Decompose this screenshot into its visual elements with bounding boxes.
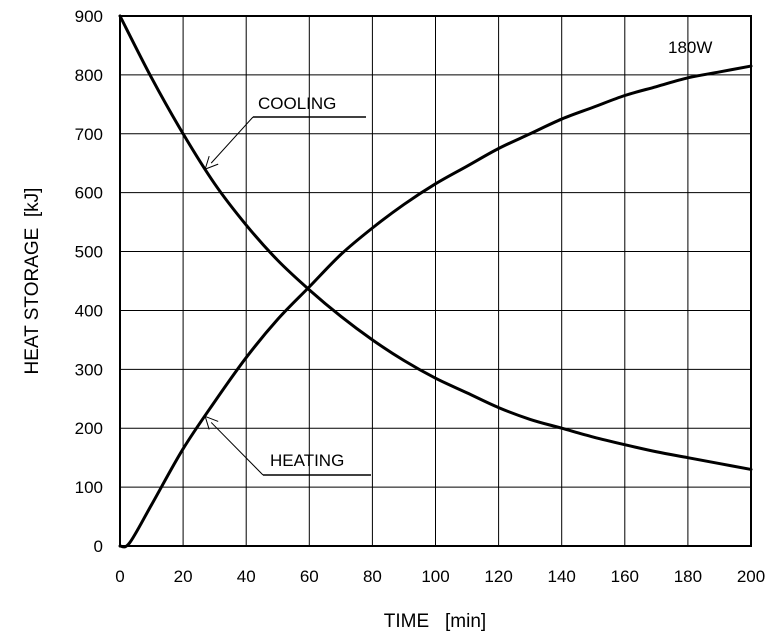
- annotation-cooling-arrowhead: [204, 155, 219, 170]
- x-tick-label: 20: [174, 567, 193, 586]
- y-tick-label: 400: [75, 301, 103, 320]
- y-tick-label: 100: [75, 478, 103, 497]
- y-tick-label: 500: [75, 243, 103, 262]
- x-tick-label: 200: [737, 567, 765, 586]
- y-tick-label: 0: [94, 537, 103, 556]
- series-layer: [118, 14, 753, 549]
- y-tick-label: 700: [75, 125, 103, 144]
- x-tick-label: 140: [548, 567, 576, 586]
- annotation-heating: HEATING: [270, 451, 344, 470]
- annotation-cooling: COOLING: [258, 94, 336, 113]
- plot-frame: [119, 15, 752, 547]
- y-tick-label: 300: [75, 360, 103, 379]
- x-tick-label: 40: [237, 567, 256, 586]
- series-line-heating: [118, 64, 753, 549]
- grid: [120, 16, 751, 546]
- x-tick-label: 120: [484, 567, 512, 586]
- series-line-cooling: [118, 14, 753, 471]
- x-tick-label: 60: [300, 567, 319, 586]
- y-tick-label: 200: [75, 419, 103, 438]
- annotation-heating-leader: [210, 422, 264, 476]
- annotation-cooling-leader: [210, 116, 254, 164]
- y-tick-label: 800: [75, 66, 103, 85]
- y-axis-ticks: 0 100 200 300 400 500 600 700 800 900: [75, 7, 103, 556]
- annotation-heating-arrowhead: [204, 415, 219, 430]
- x-tick-label: 0: [115, 567, 124, 586]
- x-axis-ticks: 0 20 40 60 80 100 120 140 160 180 200: [115, 567, 765, 586]
- x-tick-label: 100: [421, 567, 449, 586]
- annotations: COOLING HEATING 180W: [204, 38, 712, 476]
- x-tick-label: 180: [674, 567, 702, 586]
- y-tick-label: 900: [75, 7, 103, 26]
- x-tick-label: 80: [363, 567, 382, 586]
- x-axis-title: TIME [min]: [384, 611, 486, 632]
- annotation-180w: 180W: [668, 38, 712, 57]
- y-axis-title: HEAT STORAGE [kJ]: [22, 188, 43, 375]
- y-tick-label: 600: [75, 184, 103, 203]
- x-tick-label: 160: [611, 567, 639, 586]
